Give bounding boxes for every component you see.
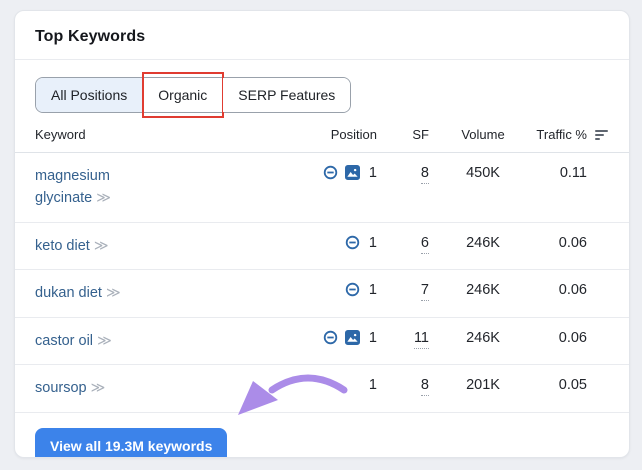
keyword-text: magnesium glycinate (35, 168, 110, 207)
keyword-link[interactable]: magnesium glycinate ≫ (35, 165, 165, 210)
table-row: keto diet ≫ 1 6 246K 0.06 (15, 223, 629, 271)
sort-descending-icon[interactable] (595, 129, 609, 141)
column-header-traffic: Traffic % (536, 127, 587, 142)
keyword-link[interactable]: soursop ≫ (35, 377, 105, 399)
traffic-value: 0.06 (558, 282, 587, 299)
keyword-link[interactable]: castor oil ≫ (35, 330, 112, 352)
position-value: 1 (368, 234, 377, 251)
table-row: dukan diet ≫ 1 7 246K 0.06 (15, 270, 629, 318)
sf-value[interactable]: 6 (420, 235, 429, 254)
position-value: 1 (368, 377, 377, 394)
card-header: Top Keywords (15, 11, 629, 60)
position-value: 1 (368, 165, 377, 181)
keyword-link[interactable]: keto diet ≫ (35, 235, 109, 257)
keyword-text: keto diet (35, 237, 90, 254)
tab-all-positions[interactable]: All Positions (36, 78, 144, 112)
column-header-position: Position (330, 127, 377, 142)
sf-value[interactable]: 8 (420, 377, 429, 397)
volume-value: 450K (466, 165, 500, 181)
column-header-keyword: Keyword (35, 127, 86, 142)
table-row: castor oil ≫ 1 11 246K 0.06 (15, 318, 629, 366)
link-icon (345, 283, 360, 297)
position-value: 1 (368, 329, 377, 346)
image-icon (344, 165, 360, 180)
double-chevron-icon: ≫ (90, 379, 106, 396)
traffic-value: 0.05 (558, 377, 587, 394)
table-row: magnesium glycinate ≫ 1 8 450K 0.11 (15, 153, 629, 223)
link-icon (345, 235, 360, 250)
table-row: soursop ≫ 1 8 201K 0.05 (15, 365, 629, 413)
page-title: Top Keywords (35, 28, 146, 45)
image-icon (344, 329, 360, 345)
position-value: 1 (368, 282, 377, 299)
volume-value: 201K (466, 377, 500, 394)
column-header-sf: SF (412, 127, 429, 142)
link-icon (323, 165, 338, 180)
keywords-table: Keyword Position SF Volume Traffic % mag… (15, 113, 629, 457)
volume-value: 246K (466, 234, 500, 251)
double-chevron-icon: ≫ (96, 189, 111, 206)
table-header-row: Keyword Position SF Volume Traffic % (15, 113, 629, 153)
volume-value: 246K (466, 282, 500, 299)
keyword-text: dukan diet (35, 285, 102, 302)
tab-organic-wrapper: Organic (142, 72, 225, 118)
double-chevron-icon: ≫ (93, 236, 109, 253)
keyword-link[interactable]: dukan diet ≫ (35, 282, 121, 304)
sf-value[interactable]: 7 (420, 282, 429, 302)
view-all-keywords-button[interactable]: View all 19.3M keywords (35, 427, 228, 457)
keyword-text: soursop (35, 380, 87, 397)
tab-organic[interactable]: Organic (143, 78, 224, 112)
double-chevron-icon: ≫ (97, 331, 112, 348)
top-keywords-card: Top Keywords All Positions Organic SERP … (14, 10, 630, 458)
column-header-volume: Volume (461, 127, 505, 142)
traffic-value: 0.06 (558, 329, 587, 346)
double-chevron-icon: ≫ (105, 284, 121, 301)
tabs-row: All Positions Organic SERP Features (15, 60, 629, 118)
volume-value: 246K (466, 329, 500, 346)
keyword-text: castor oil (35, 332, 94, 349)
position-filter-tabs: All Positions Organic SERP Features (35, 72, 352, 118)
tab-serp-features[interactable]: SERP Features (223, 78, 351, 112)
link-icon (323, 330, 338, 345)
sf-value[interactable]: 11 (413, 330, 429, 349)
traffic-value: 0.06 (558, 234, 587, 251)
sf-value[interactable]: 8 (420, 165, 429, 184)
traffic-value: 0.11 (559, 165, 587, 181)
card-footer: View all 19.3M keywords (15, 413, 629, 457)
